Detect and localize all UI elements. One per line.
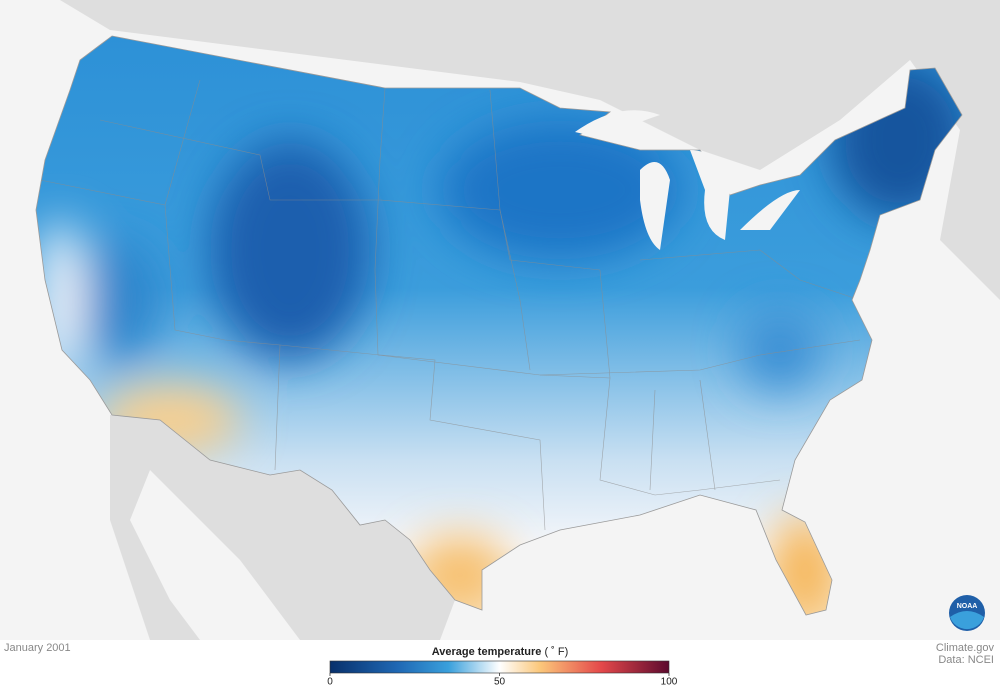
- legend-ticks: 0 50 100: [327, 673, 678, 688]
- legend-tick-label: 50: [494, 677, 506, 688]
- mexico: [110, 415, 455, 640]
- legend-title-text: Average temperature: [432, 646, 542, 658]
- legend-unit: ( ˚ F): [544, 646, 568, 658]
- noaa-logo: NOAA: [949, 595, 985, 631]
- great-lakes: [575, 110, 800, 250]
- legend-tick-label: 100: [661, 677, 678, 688]
- date-label: January 2001: [4, 642, 71, 654]
- legend-title: Average temperature ( ˚ F): [432, 646, 569, 658]
- credit-source: Data: NCEI: [938, 654, 994, 666]
- logo-text: NOAA: [957, 603, 978, 610]
- logo-wave: [950, 611, 984, 630]
- credit-site: Climate.gov: [936, 642, 995, 654]
- color-bar: [329, 660, 670, 674]
- state-lines: [39, 79, 861, 531]
- legend-tick-label: 0: [327, 677, 333, 688]
- canada: [0, 0, 1000, 300]
